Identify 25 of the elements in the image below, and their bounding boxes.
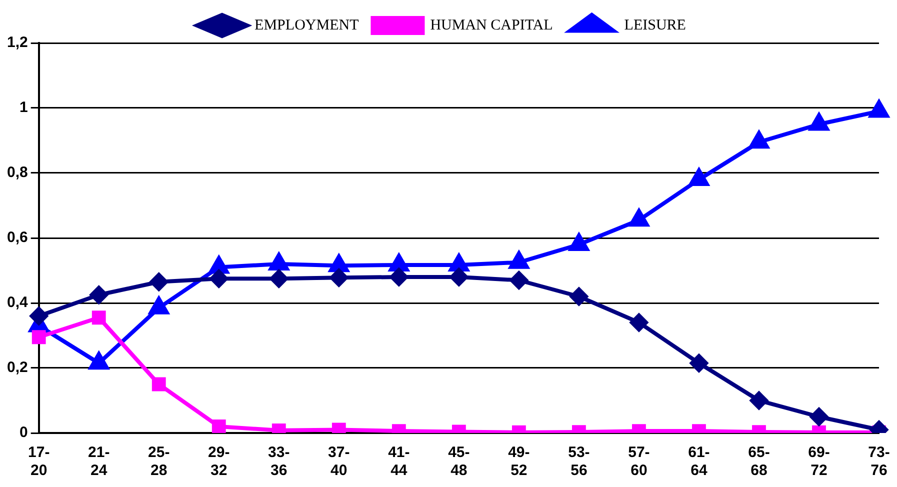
x-tick-label: 69-72 <box>808 444 830 480</box>
x-tick-label: 53-56 <box>568 444 590 480</box>
x-tick-label: 33-36 <box>268 444 290 480</box>
x-tick-label: 25-28 <box>148 444 170 480</box>
x-tick-label: 73-76 <box>868 444 890 480</box>
x-tick-label: 37-40 <box>328 444 350 480</box>
y-tick-label: 1,2 <box>6 34 28 52</box>
x-tick-label: 57-60 <box>628 444 650 480</box>
x-tick-label: 49-52 <box>508 444 530 480</box>
x-tick-label: 17-20 <box>28 444 50 480</box>
legend-label: LEISURE <box>624 17 686 34</box>
x-tick-label: 45-48 <box>448 444 470 480</box>
legend-label: HUMAN CAPITAL <box>430 17 553 34</box>
y-tick-label: 0,8 <box>6 164 28 182</box>
x-tick-label: 61-64 <box>688 444 710 480</box>
y-tick-label: 0,2 <box>6 359 28 376</box>
x-tick-label: 21-24 <box>88 444 110 480</box>
y-tick-label: 0 <box>20 424 28 442</box>
x-tick-label: 65-68 <box>748 444 770 480</box>
y-tick-label: 0,4 <box>6 294 28 312</box>
x-tick-label: 29-32 <box>208 444 230 480</box>
x-tick-label: 41-44 <box>388 444 410 480</box>
y-tick-label: 0,6 <box>6 229 28 246</box>
legend-label: EMPLOYMENT <box>254 17 359 34</box>
y-tick-label: 1 <box>20 99 28 116</box>
